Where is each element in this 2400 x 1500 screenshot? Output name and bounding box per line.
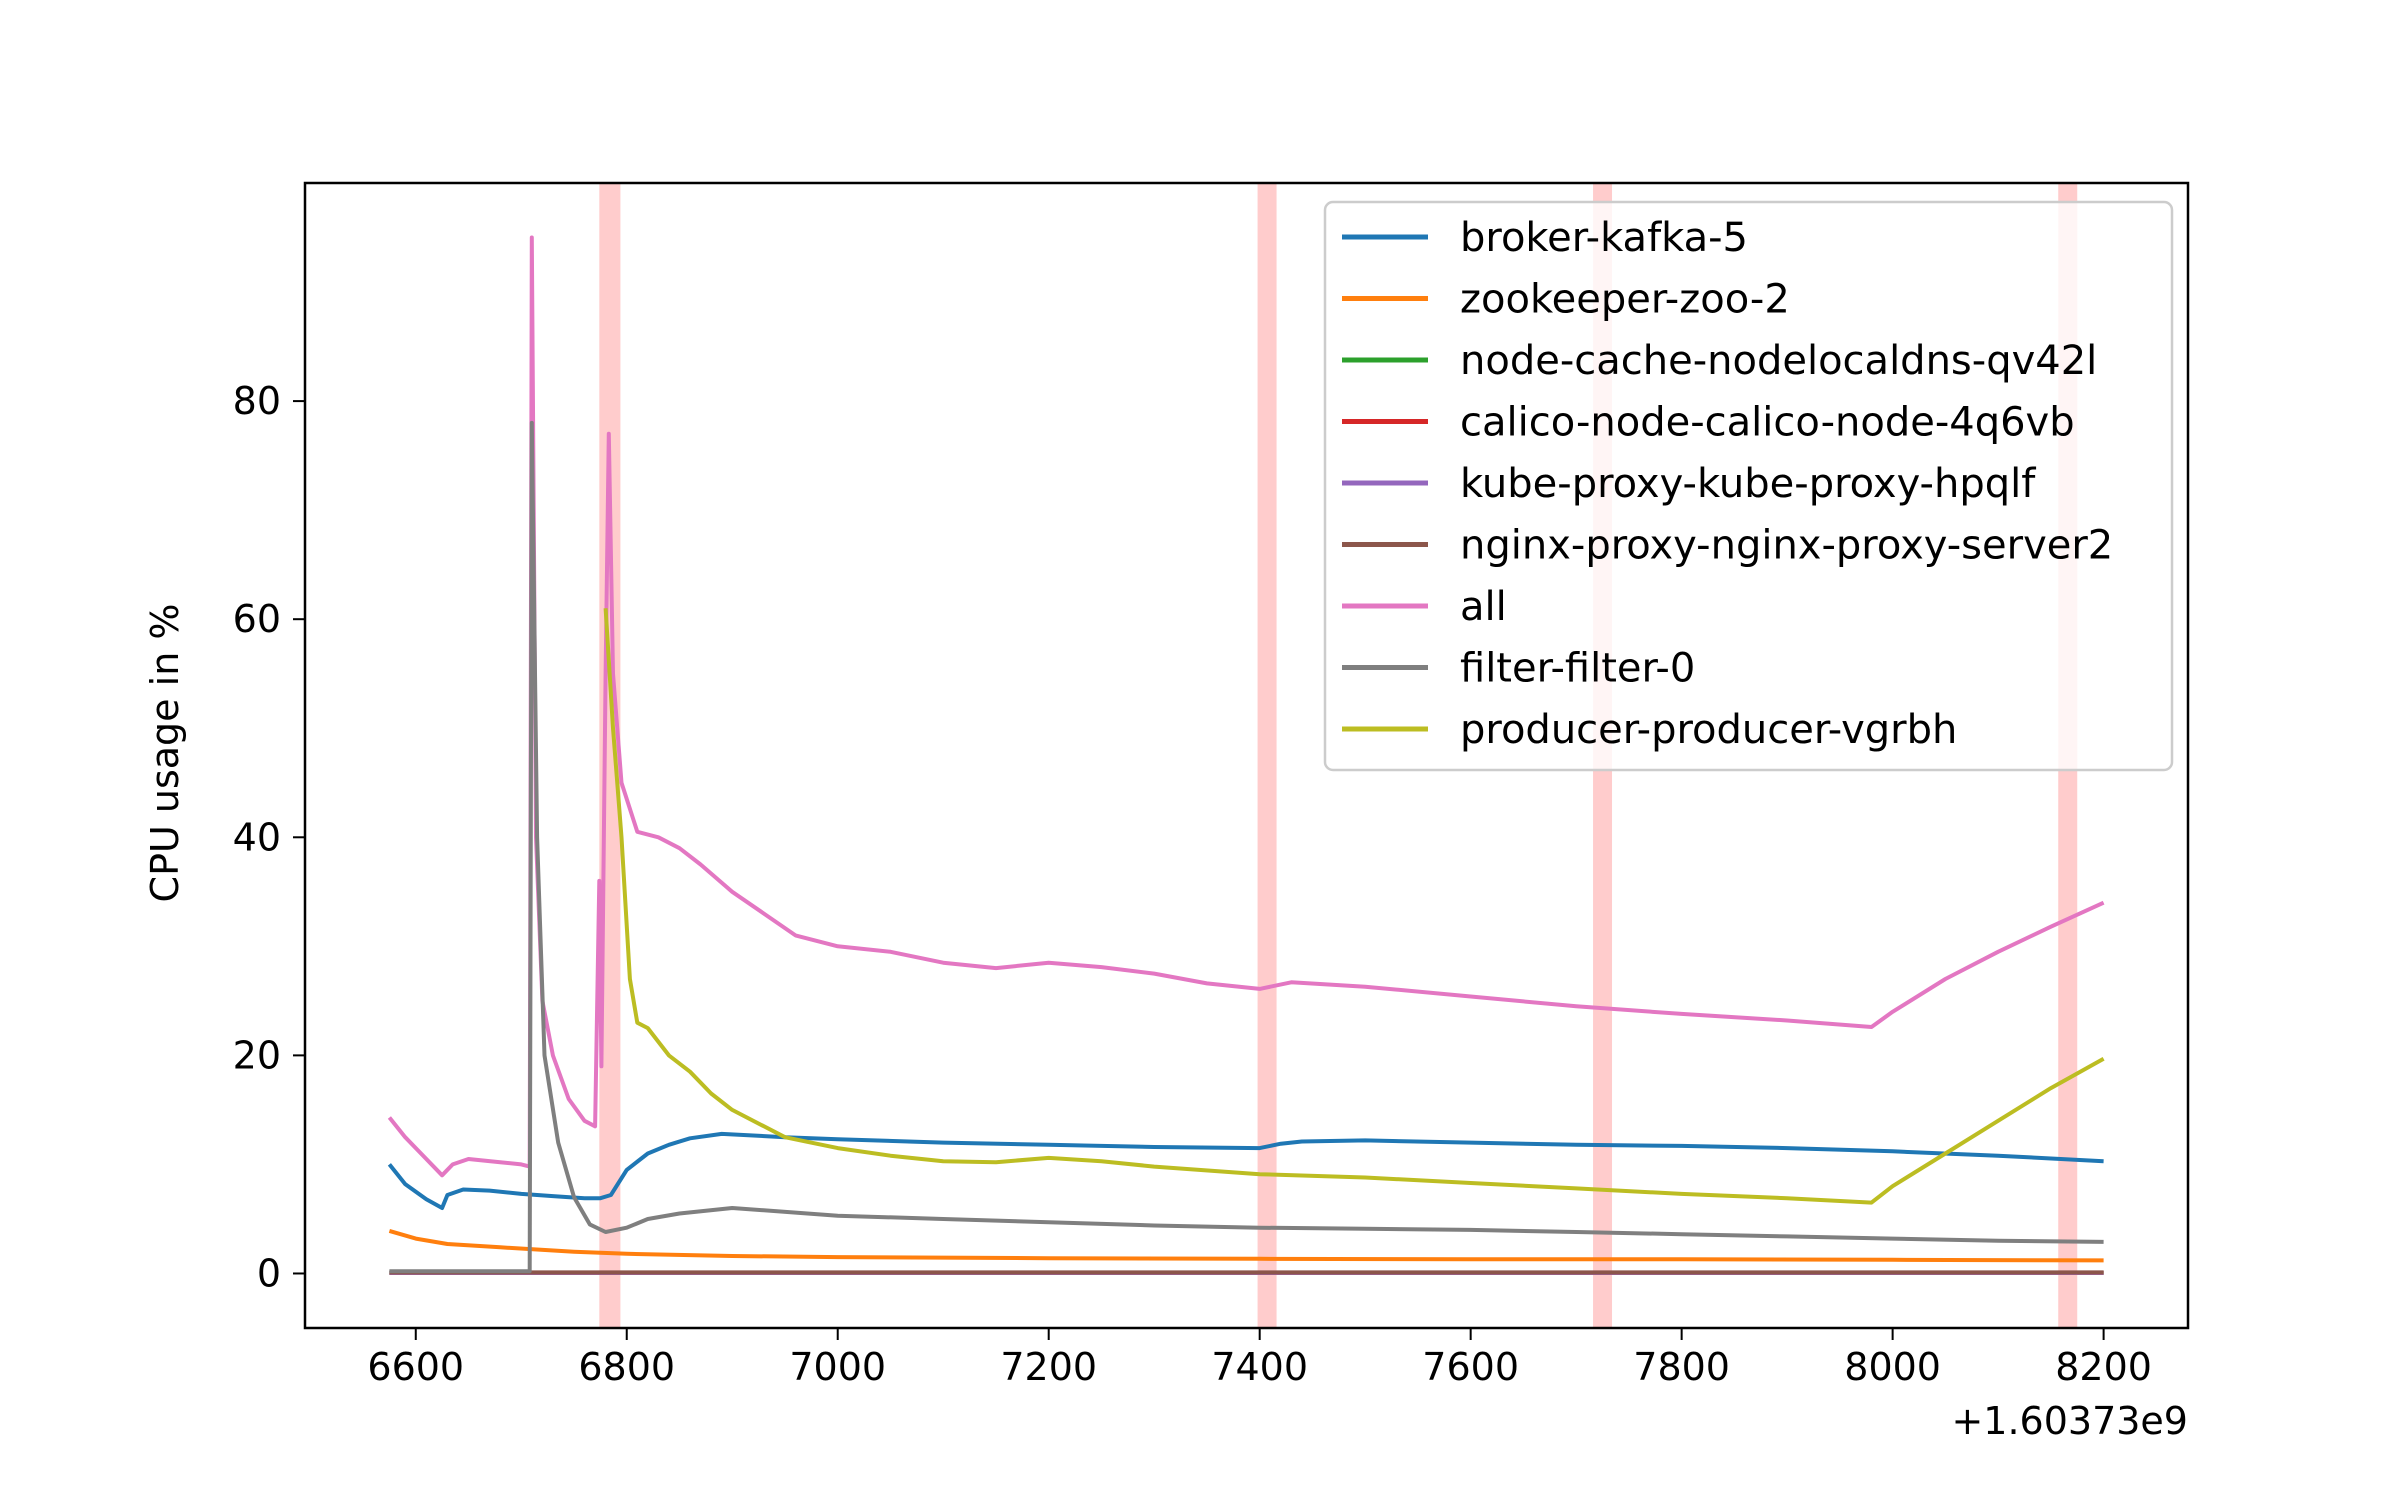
legend-label: zookeeper-zoo-2 [1460,277,1790,323]
x-tick-label: 8200 [2055,1345,2152,1389]
x-tick-label: 7000 [789,1345,886,1389]
legend-label: all [1460,584,1507,630]
y-tick-label: 60 [233,597,281,641]
x-tick-label: 7400 [1211,1345,1308,1389]
series-line-broker-kafka-5 [387,1131,2104,1210]
series-line-producer-producer-vgrbh [603,608,2105,1205]
axes: 6600 6800 7000 7200 7400 7600 7800 8000 8200 0 20 4… [233,181,2190,1389]
legend-label: calico-node-calico-node-4q6vb [1460,400,2075,446]
x-axis-offset-label: +1.60373e9 [1951,1399,2188,1443]
y-tick-label: 20 [233,1033,281,1077]
y-tick-label: 80 [233,379,281,423]
legend-label: broker-kafka-5 [1460,215,1748,261]
y-axis-label: CPU usage in % [143,604,187,903]
legend-label: node-cache-nodelocaldns-qv42l [1460,338,2097,384]
series-line-zookeeper-zoo-2 [388,1228,2104,1263]
plot-frame [303,181,2190,1330]
legend-label: filter-filter-0 [1460,646,1695,692]
legend-label: nginx-proxy-nginx-proxy-server2 [1460,523,2113,569]
x-tick-label: 6600 [367,1345,464,1389]
y-tick-label: 0 [257,1251,281,1295]
series-lines [387,235,2105,1275]
legend-label: producer-producer-vgrbh [1460,707,1957,753]
x-tick-label: 8000 [1844,1345,1941,1389]
highlight-band-2 [1257,183,1277,1328]
legend-label: kube-proxy-kube-proxy-hpqlf [1460,461,2036,507]
highlight-band-1 [599,183,621,1328]
series-line-filter-filter-0 [389,420,2104,1274]
legend: broker-kafka-5 zookeeper-zoo-2 node-cache-… [1323,200,2174,772]
legend-box [1323,200,2174,772]
x-tick-label: 7800 [1633,1345,1730,1389]
y-tick-label: 40 [233,815,281,859]
x-tick-label: 7200 [1000,1345,1097,1389]
x-tick-label: 6800 [578,1345,675,1389]
x-tick-label: 7600 [1422,1345,1519,1389]
